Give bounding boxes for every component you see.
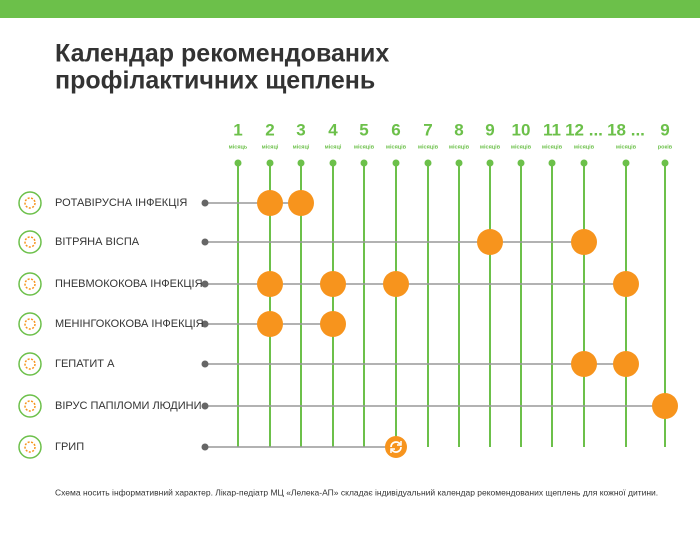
dose bbox=[257, 271, 283, 297]
refresh-icon bbox=[390, 441, 402, 453]
row-icon bbox=[18, 394, 42, 418]
dose bbox=[320, 271, 346, 297]
row-icon bbox=[18, 191, 42, 215]
row-label: ГРИП bbox=[55, 441, 84, 453]
column-unit: років bbox=[658, 144, 673, 150]
row-label: ПНЕВМОКОКОВА ІНФЕКЦІЯ bbox=[55, 278, 203, 290]
row-start bbox=[201, 238, 209, 246]
row-icon bbox=[18, 352, 42, 376]
column-label: 5 bbox=[359, 120, 368, 139]
dose bbox=[257, 311, 283, 337]
column-dot bbox=[392, 159, 400, 167]
dose bbox=[257, 190, 283, 216]
column-label: 10 bbox=[512, 120, 531, 139]
refresh-arrow bbox=[390, 441, 402, 453]
column-label: 6 bbox=[391, 120, 400, 139]
row-start bbox=[201, 280, 209, 288]
row-label: ВІРУС ПАПІЛОМИ ЛЮДИНИ bbox=[55, 400, 202, 412]
column-label: 7 bbox=[423, 120, 432, 139]
dose bbox=[613, 271, 639, 297]
column-label: 2 bbox=[265, 120, 274, 139]
column-dot bbox=[517, 159, 525, 167]
row-start bbox=[201, 360, 209, 368]
dose bbox=[383, 271, 409, 297]
column-dot bbox=[455, 159, 463, 167]
row-start bbox=[201, 443, 209, 451]
top-bar bbox=[0, 0, 700, 18]
row-icon-inner bbox=[24, 197, 36, 209]
column-dot bbox=[486, 159, 494, 167]
row-icon-inner bbox=[24, 400, 36, 412]
column-unit: місяці bbox=[293, 144, 310, 150]
column-unit: місяців bbox=[386, 144, 407, 150]
row-icon-inner bbox=[24, 441, 36, 453]
column-label: 9 bbox=[660, 120, 669, 139]
row-icon-inner bbox=[24, 278, 36, 290]
dose bbox=[652, 393, 678, 419]
column-label: 18 ... bbox=[607, 120, 645, 139]
footnote: Схема носить інформативний характер. Лік… bbox=[55, 487, 658, 497]
row-label: ГЕПАТИТ А bbox=[55, 358, 115, 370]
column-dot bbox=[424, 159, 432, 167]
column-label: 11 bbox=[543, 120, 561, 139]
row-label: РОТАВІРУСНА ІНФЕКЦІЯ bbox=[55, 197, 187, 209]
column-dot bbox=[360, 159, 368, 167]
row-icon-inner bbox=[24, 236, 36, 248]
row-icon bbox=[18, 435, 42, 459]
row-icon-inner bbox=[24, 318, 36, 330]
column-unit: місяців bbox=[542, 144, 563, 150]
row-label: ВІТРЯНА ВІСПА bbox=[55, 236, 140, 248]
column-unit: місяців bbox=[354, 144, 375, 150]
column-label: 4 bbox=[328, 120, 338, 139]
column-unit: місяців bbox=[449, 144, 470, 150]
column-unit: місяці bbox=[325, 144, 342, 150]
row-start bbox=[201, 402, 209, 410]
column-label: 12 ... bbox=[565, 120, 603, 139]
row-icon bbox=[18, 272, 42, 296]
column-dot bbox=[234, 159, 242, 167]
column-dot bbox=[580, 159, 588, 167]
column-unit: місяців bbox=[511, 144, 532, 150]
title-line: Календар рекомендованих bbox=[55, 40, 389, 68]
column-label: 8 bbox=[454, 120, 463, 139]
column-dot bbox=[266, 159, 274, 167]
dose bbox=[571, 229, 597, 255]
dose bbox=[320, 311, 346, 337]
column-dot bbox=[661, 159, 669, 167]
row-start bbox=[201, 199, 209, 207]
column-dot bbox=[622, 159, 630, 167]
column-unit: місяць bbox=[229, 144, 248, 150]
column-unit: місяців bbox=[418, 144, 439, 150]
column-unit: місяці bbox=[262, 144, 279, 150]
dose bbox=[571, 351, 597, 377]
dose bbox=[477, 229, 503, 255]
column-unit: місяців bbox=[574, 144, 595, 150]
row-icon-inner bbox=[24, 358, 36, 370]
column-unit: місяців bbox=[480, 144, 501, 150]
column-label: 3 bbox=[296, 120, 305, 139]
column-dot bbox=[329, 159, 337, 167]
column-unit: місяців bbox=[616, 144, 637, 150]
row-icon bbox=[18, 312, 42, 336]
row-start bbox=[201, 320, 209, 328]
dose bbox=[613, 351, 639, 377]
yearly-dose bbox=[385, 436, 407, 458]
row-icon bbox=[18, 230, 42, 254]
title-line: профілактичних щеплень bbox=[55, 67, 375, 95]
column-label: 1 bbox=[233, 120, 242, 139]
column-dot bbox=[297, 159, 305, 167]
dose bbox=[288, 190, 314, 216]
column-label: 9 bbox=[485, 120, 494, 139]
column-dot bbox=[548, 159, 556, 167]
row-label: МЕНІНГОКОКОВА ІНФЕКЦІЯ bbox=[55, 318, 204, 330]
